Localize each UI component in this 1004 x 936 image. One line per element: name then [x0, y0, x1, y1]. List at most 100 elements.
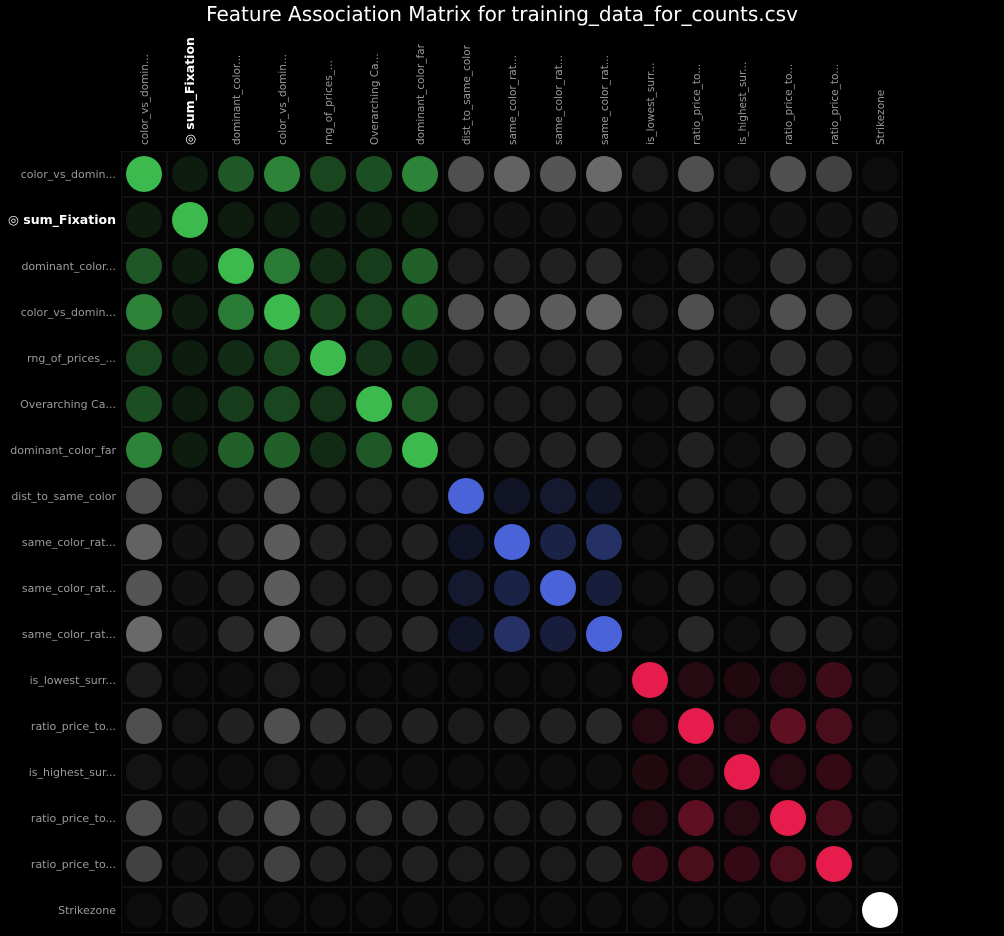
association-dot[interactable] — [770, 294, 806, 330]
association-dot[interactable] — [724, 478, 760, 514]
association-dot[interactable] — [678, 294, 714, 330]
association-dot[interactable] — [172, 248, 208, 284]
association-dot[interactable] — [586, 202, 622, 238]
association-dot[interactable] — [218, 892, 254, 928]
association-dot[interactable] — [632, 202, 668, 238]
association-dot[interactable] — [816, 846, 852, 882]
association-dot[interactable] — [218, 432, 254, 468]
association-dot[interactable] — [862, 800, 898, 836]
association-dot[interactable] — [494, 800, 530, 836]
association-dot[interactable] — [862, 892, 898, 928]
association-dot[interactable] — [218, 386, 254, 422]
association-dot[interactable] — [770, 524, 806, 560]
association-dot[interactable] — [816, 892, 852, 928]
association-dot[interactable] — [402, 846, 438, 882]
association-dot[interactable] — [310, 616, 346, 652]
association-dot[interactable] — [632, 340, 668, 376]
association-dot[interactable] — [448, 892, 484, 928]
association-dot[interactable] — [402, 432, 438, 468]
association-dot[interactable] — [494, 892, 530, 928]
association-dot[interactable] — [586, 616, 622, 652]
association-dot[interactable] — [448, 202, 484, 238]
association-dot[interactable] — [862, 570, 898, 606]
association-dot[interactable] — [172, 708, 208, 744]
association-dot[interactable] — [264, 202, 300, 238]
association-dot[interactable] — [126, 248, 162, 284]
association-dot[interactable] — [862, 616, 898, 652]
association-dot[interactable] — [678, 478, 714, 514]
association-dot[interactable] — [678, 248, 714, 284]
association-dot[interactable] — [770, 248, 806, 284]
association-dot[interactable] — [494, 340, 530, 376]
association-dot[interactable] — [310, 248, 346, 284]
association-dot[interactable] — [770, 432, 806, 468]
association-dot[interactable] — [678, 708, 714, 744]
association-dot[interactable] — [586, 846, 622, 882]
association-dot[interactable] — [632, 616, 668, 652]
association-dot[interactable] — [494, 156, 530, 192]
association-dot[interactable] — [540, 846, 576, 882]
association-dot[interactable] — [402, 800, 438, 836]
association-dot[interactable] — [402, 524, 438, 560]
association-dot[interactable] — [126, 892, 162, 928]
association-dot[interactable] — [540, 432, 576, 468]
association-dot[interactable] — [678, 524, 714, 560]
association-dot[interactable] — [310, 386, 346, 422]
association-dot[interactable] — [632, 478, 668, 514]
association-dot[interactable] — [862, 156, 898, 192]
association-dot[interactable] — [218, 800, 254, 836]
association-dot[interactable] — [356, 340, 392, 376]
association-dot[interactable] — [310, 340, 346, 376]
association-dot[interactable] — [402, 708, 438, 744]
association-dot[interactable] — [724, 294, 760, 330]
association-dot[interactable] — [264, 432, 300, 468]
association-dot[interactable] — [724, 340, 760, 376]
association-dot[interactable] — [448, 156, 484, 192]
association-dot[interactable] — [586, 708, 622, 744]
association-dot[interactable] — [310, 294, 346, 330]
association-dot[interactable] — [402, 202, 438, 238]
association-dot[interactable] — [172, 616, 208, 652]
association-dot[interactable] — [126, 294, 162, 330]
association-dot[interactable] — [632, 708, 668, 744]
association-dot[interactable] — [678, 754, 714, 790]
association-dot[interactable] — [586, 800, 622, 836]
association-dot[interactable] — [494, 616, 530, 652]
association-dot[interactable] — [264, 754, 300, 790]
association-dot[interactable] — [402, 478, 438, 514]
association-dot[interactable] — [494, 570, 530, 606]
association-dot[interactable] — [540, 478, 576, 514]
association-dot[interactable] — [356, 524, 392, 560]
association-dot[interactable] — [632, 386, 668, 422]
association-dot[interactable] — [356, 662, 392, 698]
association-dot[interactable] — [540, 340, 576, 376]
association-dot[interactable] — [310, 846, 346, 882]
association-dot[interactable] — [448, 432, 484, 468]
association-dot[interactable] — [218, 570, 254, 606]
association-dot[interactable] — [218, 202, 254, 238]
association-dot[interactable] — [264, 248, 300, 284]
association-dot[interactable] — [402, 156, 438, 192]
association-dot[interactable] — [310, 202, 346, 238]
association-dot[interactable] — [862, 708, 898, 744]
association-dot[interactable] — [356, 570, 392, 606]
association-dot[interactable] — [126, 386, 162, 422]
association-dot[interactable] — [586, 662, 622, 698]
association-dot[interactable] — [218, 156, 254, 192]
association-dot[interactable] — [862, 294, 898, 330]
association-dot[interactable] — [862, 846, 898, 882]
association-dot[interactable] — [402, 570, 438, 606]
association-dot[interactable] — [448, 524, 484, 560]
association-dot[interactable] — [172, 340, 208, 376]
association-dot[interactable] — [632, 846, 668, 882]
association-dot[interactable] — [632, 524, 668, 560]
association-dot[interactable] — [632, 432, 668, 468]
association-dot[interactable] — [494, 754, 530, 790]
association-dot[interactable] — [172, 570, 208, 606]
association-dot[interactable] — [126, 800, 162, 836]
association-dot[interactable] — [172, 800, 208, 836]
association-dot[interactable] — [402, 340, 438, 376]
association-dot[interactable] — [218, 340, 254, 376]
association-dot[interactable] — [724, 846, 760, 882]
association-dot[interactable] — [632, 892, 668, 928]
